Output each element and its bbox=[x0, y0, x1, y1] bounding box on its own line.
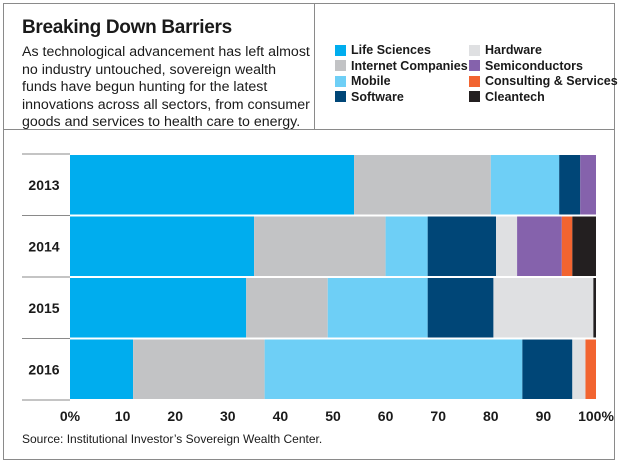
legend-item: Semiconductors bbox=[469, 59, 583, 73]
legend-label: Internet Companies bbox=[351, 58, 468, 73]
bar-segment bbox=[427, 216, 497, 276]
x-tick-label: 40 bbox=[273, 408, 289, 424]
bar-segment bbox=[354, 155, 491, 215]
bar-segment bbox=[493, 278, 594, 338]
category-label: 2014 bbox=[28, 238, 59, 254]
legend-swatch bbox=[469, 60, 480, 71]
bar-segment bbox=[327, 278, 428, 338]
bar-segment bbox=[517, 216, 562, 276]
legend-label: Software bbox=[351, 89, 404, 104]
x-tick-label: 30 bbox=[220, 408, 236, 424]
bar-segment bbox=[133, 339, 265, 399]
bar-segment bbox=[593, 278, 596, 338]
x-tick-label: 80 bbox=[483, 408, 499, 424]
legend-label: Hardware bbox=[485, 43, 542, 57]
legend-swatch bbox=[469, 91, 480, 102]
chart-frame bbox=[3, 3, 615, 460]
bar-segment bbox=[385, 216, 428, 276]
chart-title: Breaking Down Barriers bbox=[22, 17, 232, 38]
legend-label: Mobile bbox=[351, 74, 391, 88]
legend-label: Semiconductors bbox=[485, 58, 583, 73]
category-label: 2013 bbox=[28, 177, 59, 193]
legend-item: Mobile bbox=[335, 74, 391, 88]
bar-segment bbox=[580, 155, 596, 215]
legend-item: Internet Companies bbox=[335, 59, 468, 73]
x-tick-label: 90 bbox=[536, 408, 552, 424]
x-tick-label: 50 bbox=[325, 408, 341, 424]
bar-segment bbox=[70, 339, 134, 399]
x-tick-label: 100% bbox=[578, 408, 614, 424]
bar-segment bbox=[496, 216, 518, 276]
legend-item: Cleantech bbox=[469, 90, 545, 104]
bar-segment bbox=[70, 155, 355, 215]
header-divider-vertical bbox=[314, 3, 315, 129]
legend-item: Hardware bbox=[469, 43, 542, 57]
bar-segment bbox=[70, 216, 255, 276]
x-tick-label: 70 bbox=[430, 408, 446, 424]
bar-segment bbox=[264, 339, 523, 399]
legend-label: Cleantech bbox=[485, 89, 545, 104]
bar-segment bbox=[427, 278, 494, 338]
bar-segment bbox=[522, 339, 573, 399]
legend-label: Life Sciences bbox=[351, 43, 431, 57]
legend-swatch bbox=[469, 44, 480, 56]
legend-item: Consulting & Services bbox=[469, 74, 618, 88]
category-label: 2016 bbox=[28, 361, 59, 377]
bar-segment bbox=[559, 155, 581, 215]
legend-swatch bbox=[335, 44, 346, 56]
bar-segment bbox=[70, 278, 247, 338]
bar-segment bbox=[585, 339, 596, 399]
header-divider-horizontal bbox=[3, 129, 615, 130]
x-tick-label: 20 bbox=[167, 408, 183, 424]
bar-segment bbox=[490, 155, 560, 215]
x-tick-label: 0% bbox=[60, 408, 81, 424]
bar-segment bbox=[572, 216, 596, 276]
bar-segment bbox=[246, 278, 328, 338]
category-label: 2015 bbox=[28, 300, 59, 316]
legend-swatch bbox=[335, 91, 346, 102]
legend-swatch bbox=[335, 75, 346, 87]
x-tick-label: 10 bbox=[115, 408, 131, 424]
legend-label: Consulting & Services bbox=[485, 74, 618, 88]
bar-segment bbox=[254, 216, 386, 276]
legend-item: Life Sciences bbox=[335, 43, 431, 57]
legend-item: Software bbox=[335, 90, 404, 104]
stacked-bar-chart: 2013 2014 2015 2016 0% 10 20 30 40 50 60 70 80 90 100% bbox=[22, 153, 614, 424]
bar-segment bbox=[572, 339, 586, 399]
chart-description: As technological advancement has left al… bbox=[22, 44, 310, 130]
legend-swatch bbox=[335, 60, 346, 71]
legend-swatch bbox=[469, 75, 480, 87]
x-tick-label: 60 bbox=[378, 408, 394, 424]
source-note: Source: Institutional Investor’s Soverei… bbox=[22, 432, 323, 446]
bar-segment bbox=[561, 216, 573, 276]
